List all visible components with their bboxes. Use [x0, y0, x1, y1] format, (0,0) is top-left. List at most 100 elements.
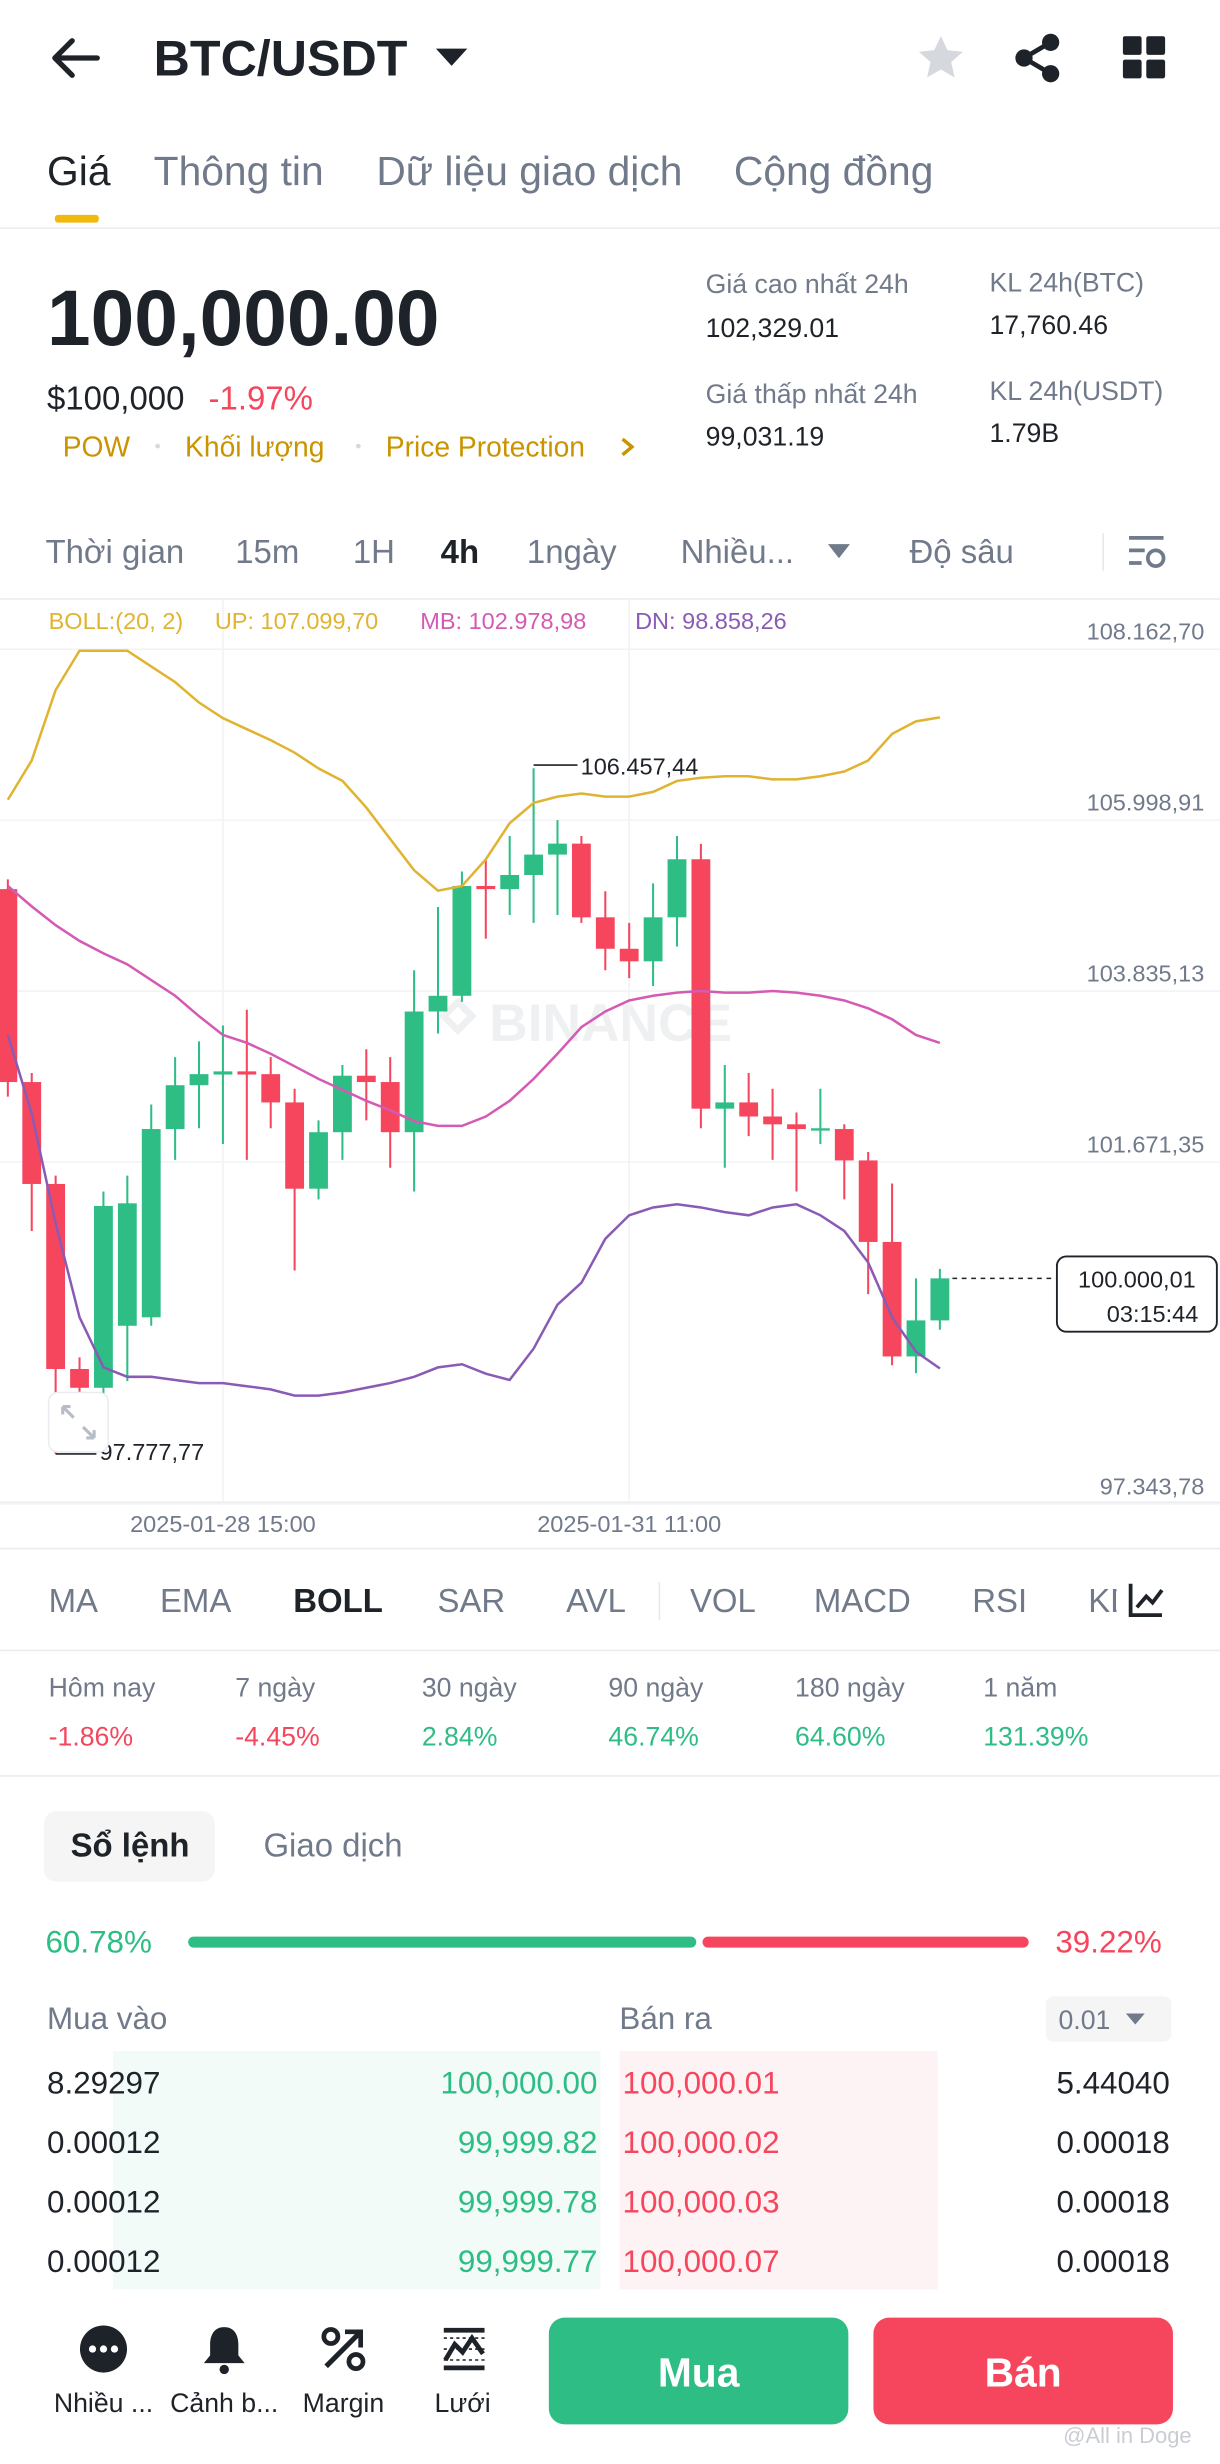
interval-option[interactable]: Độ sâu [909, 534, 1014, 571]
chart-settings-icon[interactable] [1126, 533, 1167, 571]
indicator-settings-icon[interactable] [1127, 1581, 1165, 1619]
candle-body [94, 1205, 113, 1388]
indicator-option[interactable]: RSI [972, 1583, 1028, 1620]
performance-value: -1.86% [48, 1721, 134, 1752]
performance-value: 46.74% [608, 1721, 699, 1752]
more-icon[interactable] [78, 2324, 128, 2374]
interval-option[interactable]: Thời gian [45, 534, 185, 571]
pair-title[interactable]: BTC/USDT [153, 29, 408, 87]
bid-price[interactable]: 100,000.00 [440, 2066, 598, 2102]
bid-price[interactable]: 99,999.77 [457, 2245, 598, 2281]
grid-bot-icon[interactable] [441, 2326, 488, 2373]
usd-price: $100,000 [47, 381, 185, 418]
sell-button-label[interactable]: Bán [984, 2349, 1062, 2397]
candle-body [309, 1132, 328, 1189]
stat-value: 17,760.46 [989, 310, 1109, 341]
nav-tab[interactable]: Giá [47, 147, 111, 195]
margin-icon[interactable] [320, 2326, 367, 2373]
indicator-option[interactable]: AVL [566, 1583, 626, 1620]
indicator-option[interactable]: VOL [689, 1583, 756, 1620]
nav-tab[interactable]: Thông tin [153, 147, 324, 195]
indicator-fade [1116, 1568, 1220, 1634]
bid-quantity: 0.00012 [47, 2245, 161, 2281]
ask-quantity: 0.00018 [1056, 2245, 1170, 2281]
last-price-label: 100.000,01 [1078, 1267, 1196, 1293]
active-tab-indicator [54, 214, 99, 223]
tag[interactable]: Price Protection [385, 431, 586, 463]
ask-price[interactable]: 100,000.03 [622, 2185, 780, 2221]
ask-quantity: 0.00018 [1056, 2126, 1170, 2161]
performance-label: 7 ngày [235, 1673, 316, 1703]
legend-entry: MB: 102.978,98 [420, 608, 586, 634]
nav-tab[interactable]: Cộng đồng [733, 147, 934, 195]
ask-price[interactable]: 100,000.01 [622, 2066, 780, 2102]
chevron-icon [621, 437, 635, 457]
interval-option[interactable]: 15m [235, 534, 300, 571]
nav-tab[interactable]: Dữ liệu giao dịch [376, 147, 683, 195]
precision-value[interactable]: 0.01 [1058, 2005, 1111, 2036]
pair-dropdown[interactable] [434, 45, 468, 67]
indicator-label: BOLL:(20, 2) [49, 608, 184, 634]
dropdown-icon [827, 544, 850, 559]
orderbook-tab[interactable]: Sổ lệnh [70, 1828, 190, 1865]
candle-body [595, 917, 615, 949]
candle-body [834, 1129, 854, 1161]
interval-option[interactable]: 1H [352, 534, 395, 571]
candle-body [548, 843, 567, 855]
candle-body [667, 859, 687, 918]
back-button[interactable] [47, 34, 103, 81]
watermark: @All in Doge [1063, 2422, 1192, 2448]
candle-body [691, 859, 711, 1109]
candle-body [189, 1074, 209, 1086]
candle-body [906, 1320, 926, 1357]
buy-ratio-bar [188, 1936, 697, 1948]
tag[interactable]: Khối lượng [185, 431, 325, 463]
candle-body [882, 1241, 902, 1357]
candle-body [333, 1075, 352, 1133]
bid-price[interactable]: 99,999.82 [457, 2126, 598, 2161]
interval-option[interactable]: 1ngày [526, 534, 617, 571]
candle-body [404, 1011, 424, 1133]
indicator-option[interactable]: BOLL [293, 1583, 383, 1620]
candlestick-chart: BINANCE108.162,70105.998,91103.835,13101… [0, 598, 1220, 1537]
indicator-option[interactable]: KDJ [1088, 1583, 1116, 1620]
favorite-icon[interactable] [916, 33, 966, 83]
dropdown-icon [1125, 2013, 1145, 2025]
ask-quantity: 0.00018 [1056, 2185, 1170, 2221]
stat-label: KL 24h(USDT) [989, 376, 1164, 407]
candle-body [524, 854, 544, 875]
indicator-option[interactable]: SAR [437, 1583, 506, 1620]
x-tick-label: 2025-01-28 15:00 [130, 1511, 316, 1537]
performance-value: -4.45% [235, 1721, 320, 1752]
ask-price[interactable]: 100,000.07 [622, 2245, 780, 2281]
tag[interactable]: POW [62, 431, 131, 463]
action-label[interactable]: Cảnh b... [170, 2388, 279, 2419]
candle-body [930, 1278, 950, 1321]
buy-button-label[interactable]: Mua [657, 2349, 740, 2397]
candle-body [46, 1183, 66, 1369]
action-label[interactable]: Margin [302, 2388, 385, 2419]
indicator-option[interactable]: MACD [813, 1583, 911, 1620]
precision-selector[interactable] [1045, 1996, 1172, 2042]
ask-price[interactable]: 100,000.02 [622, 2126, 780, 2161]
stat-label: Giá thấp nhất 24h [705, 379, 918, 410]
candle-body [763, 1116, 782, 1125]
indicator-option[interactable]: EMA [159, 1583, 232, 1620]
y-tick-label: 97.343,78 [1100, 1473, 1205, 1499]
candle-body [787, 1124, 806, 1130]
orderbook-tab[interactable]: Giao dịch [263, 1828, 403, 1865]
action-label[interactable]: Nhiều ... [53, 2388, 154, 2419]
buy-button[interactable] [548, 2317, 849, 2425]
alert-icon[interactable] [201, 2324, 248, 2375]
candle-body [285, 1102, 305, 1189]
bid-quantity: 0.00012 [47, 2126, 161, 2161]
interval-option[interactable]: 4h [440, 534, 480, 571]
ask-quantity: 5.44040 [1056, 2066, 1170, 2102]
indicator-option[interactable]: MA [48, 1583, 99, 1620]
sell-button[interactable] [873, 2317, 1173, 2425]
bid-price[interactable]: 99,999.78 [457, 2185, 598, 2221]
action-label[interactable]: Lưới [434, 2388, 491, 2419]
interval-option[interactable]: Nhiều... [680, 534, 795, 571]
share-icon[interactable] [1011, 31, 1064, 84]
grid-menu-icon[interactable] [1122, 36, 1167, 80]
